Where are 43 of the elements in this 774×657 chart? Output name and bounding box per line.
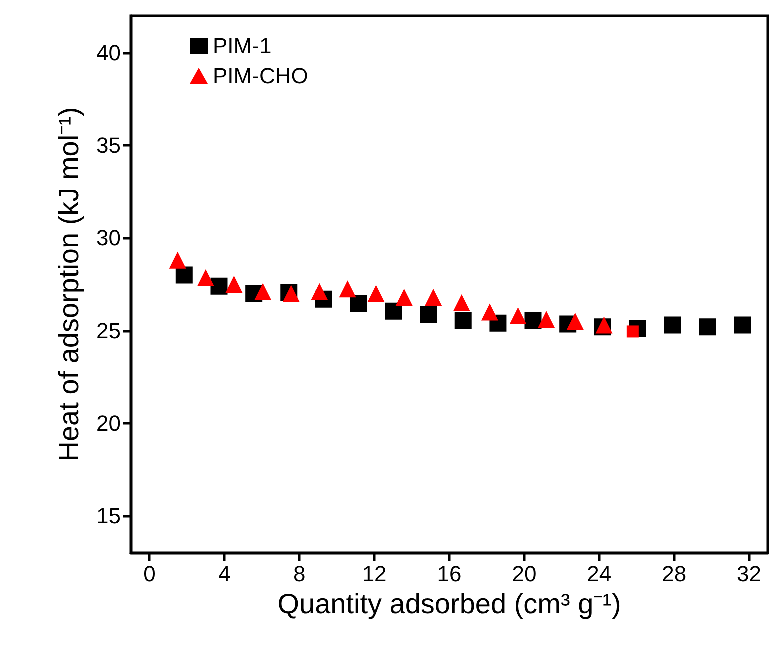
point bbox=[664, 316, 682, 334]
x-tick-label: 32 bbox=[737, 562, 762, 586]
x-tick-label: 28 bbox=[662, 562, 687, 586]
point bbox=[538, 311, 556, 328]
point bbox=[734, 316, 752, 334]
point bbox=[524, 312, 542, 330]
x-axis-title: Quantity adsorbed (cm³ g⁻¹) bbox=[278, 588, 622, 620]
point bbox=[699, 318, 716, 336]
x-tick-label: 24 bbox=[587, 562, 612, 586]
x-tick-label: 12 bbox=[362, 562, 387, 586]
point bbox=[339, 280, 356, 298]
point bbox=[210, 278, 228, 295]
point bbox=[368, 285, 385, 302]
y-tick-label: 25 bbox=[96, 318, 121, 344]
point bbox=[420, 306, 438, 324]
point bbox=[169, 252, 186, 269]
point bbox=[396, 288, 413, 306]
legend-label: PIM-CHO bbox=[213, 64, 308, 88]
y-tick-label: 15 bbox=[96, 503, 121, 528]
point bbox=[385, 302, 402, 320]
y-axis-title: Heat of adsorption (kJ mol⁻¹) bbox=[54, 107, 84, 462]
point bbox=[254, 283, 272, 300]
point bbox=[226, 276, 243, 293]
point bbox=[311, 283, 328, 300]
x-tick-label: 16 bbox=[437, 562, 462, 586]
y-tick-label: 40 bbox=[96, 40, 121, 66]
x-tick-label: 8 bbox=[293, 562, 306, 586]
x-tick-label: 20 bbox=[512, 562, 537, 586]
point bbox=[454, 312, 472, 330]
x-tick-label: 0 bbox=[144, 562, 156, 586]
point bbox=[425, 288, 442, 306]
point bbox=[510, 307, 527, 324]
point bbox=[350, 295, 368, 312]
point bbox=[176, 266, 193, 284]
y-tick-label: 20 bbox=[96, 410, 121, 436]
point bbox=[566, 313, 584, 330]
point bbox=[453, 294, 470, 312]
legend-label: PIM-1 bbox=[213, 34, 272, 58]
point bbox=[197, 270, 214, 287]
y-tick-label: 35 bbox=[96, 133, 121, 158]
x-tick-label: 4 bbox=[218, 562, 231, 586]
point bbox=[481, 304, 498, 321]
y-tick-label: 30 bbox=[96, 226, 121, 251]
